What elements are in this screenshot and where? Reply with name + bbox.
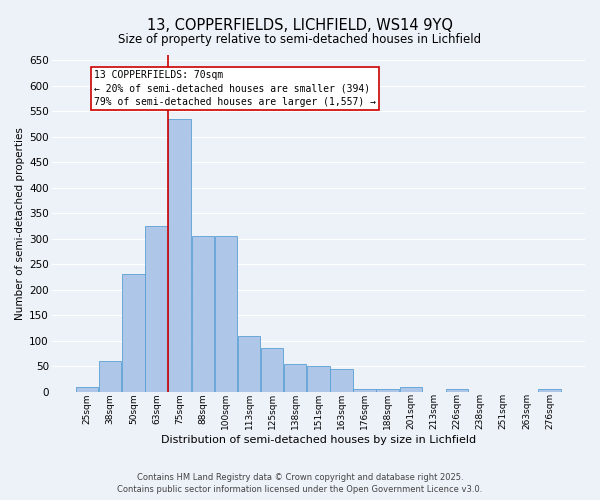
Text: 13, COPPERFIELDS, LICHFIELD, WS14 9YQ: 13, COPPERFIELDS, LICHFIELD, WS14 9YQ [147,18,453,32]
Bar [191,236,214,392]
Bar [538,389,561,392]
Bar [145,226,168,392]
Bar [376,389,399,392]
Bar [307,366,329,392]
Bar [400,386,422,392]
Text: 13 COPPERFIELDS: 70sqm
← 20% of semi-detached houses are smaller (394)
79% of se: 13 COPPERFIELDS: 70sqm ← 20% of semi-det… [94,70,376,106]
Bar [261,348,283,392]
Y-axis label: Number of semi-detached properties: Number of semi-detached properties [15,127,25,320]
Bar [284,364,307,392]
Bar [215,236,237,392]
Bar [238,336,260,392]
Bar [169,119,191,392]
Text: Contains HM Land Registry data © Crown copyright and database right 2025.
Contai: Contains HM Land Registry data © Crown c… [118,472,482,494]
Bar [446,389,468,392]
Bar [122,274,145,392]
Text: Size of property relative to semi-detached houses in Lichfield: Size of property relative to semi-detach… [118,32,482,46]
Bar [99,361,121,392]
Bar [76,386,98,392]
Bar [353,389,376,392]
X-axis label: Distribution of semi-detached houses by size in Lichfield: Distribution of semi-detached houses by … [161,435,476,445]
Bar [330,368,353,392]
